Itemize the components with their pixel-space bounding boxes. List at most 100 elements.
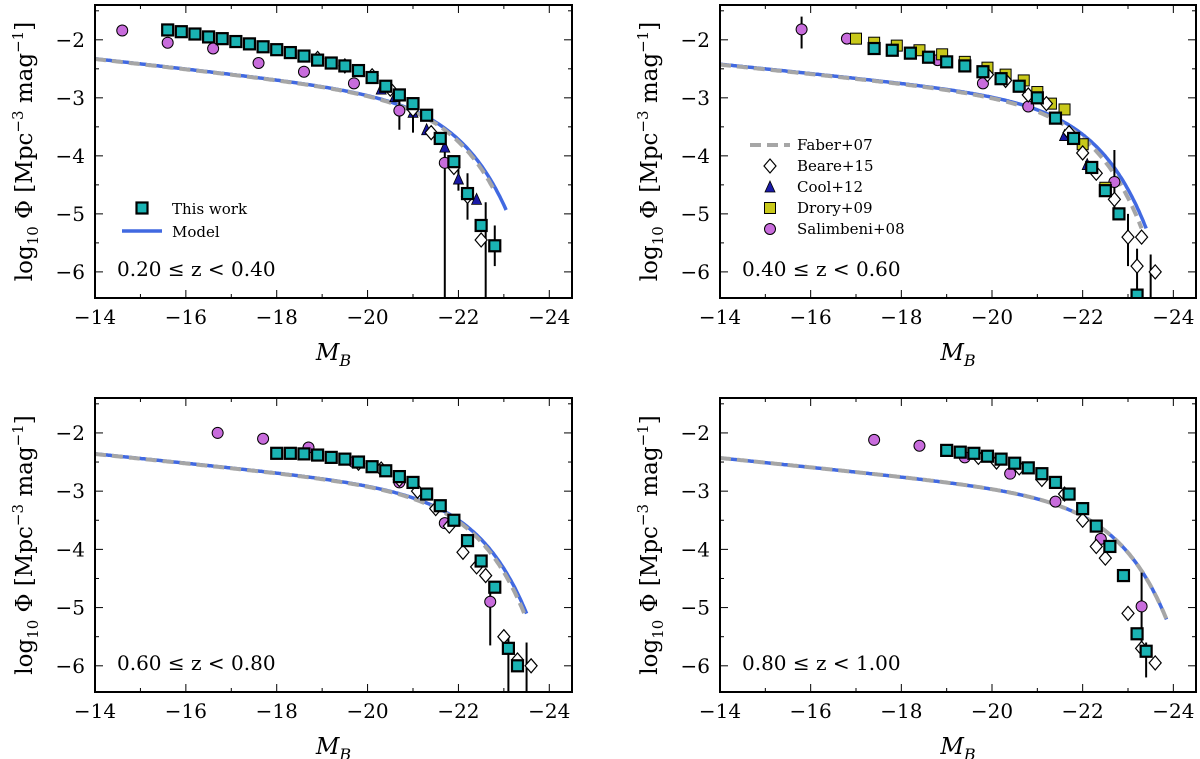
point-this_work bbox=[447, 155, 461, 169]
y-tick-label: −6 bbox=[681, 260, 710, 284]
x-axis-label: MB bbox=[939, 734, 976, 759]
x-tick-label: −20 bbox=[971, 699, 1013, 723]
point-salimbeni bbox=[868, 433, 881, 446]
point-cool bbox=[452, 172, 465, 185]
point-beare bbox=[474, 232, 488, 248]
y-tick-label: −3 bbox=[681, 86, 710, 110]
point-this_work bbox=[1035, 467, 1049, 481]
panel-1: −14 −16 −18 −20 −22 −24 −2 −3 −4 −5 −6 0.20 ≤ z < 0… bbox=[9, 4, 573, 370]
point-this_work bbox=[188, 27, 202, 41]
point-this_work bbox=[510, 659, 525, 673]
point-this_work bbox=[311, 448, 325, 462]
legend-marker-drory bbox=[764, 202, 776, 214]
legend-panel2: Faber+07 Beare+15 Cool+12 Drory+09 Salimbeni… bbox=[750, 136, 905, 238]
panel-4: −14 −16 −18 −20 −22 −24 −2 −3 −4 −5 −6 0.80 ≤ z < 1… bbox=[634, 397, 1197, 759]
point-this_work bbox=[474, 554, 488, 568]
x-axis-label: MB bbox=[315, 734, 352, 759]
point-this_work bbox=[365, 70, 379, 85]
point-salimbeni bbox=[297, 65, 310, 78]
y-axis-label: log10 Φ [Mpc−3 mag−1] bbox=[9, 415, 42, 674]
point-salimbeni bbox=[795, 23, 808, 36]
y-tick-label: −2 bbox=[681, 421, 710, 445]
point-this_work bbox=[365, 460, 379, 474]
point-this_work bbox=[1130, 288, 1144, 298]
point-salimbeni bbox=[116, 24, 129, 37]
legend-label-this-work: This work bbox=[172, 200, 248, 218]
panel-frame bbox=[719, 4, 1197, 299]
x-tick-label: −18 bbox=[880, 305, 922, 329]
point-this_work bbox=[501, 641, 515, 655]
point-salimbeni bbox=[1135, 600, 1148, 613]
plot-area bbox=[95, 426, 538, 692]
point-salimbeni bbox=[161, 36, 174, 49]
point-this_work bbox=[1076, 502, 1090, 516]
point-this_work bbox=[488, 239, 502, 253]
point-beare bbox=[524, 657, 538, 674]
point-this_work bbox=[338, 452, 352, 466]
point-this_work bbox=[1098, 184, 1112, 198]
legend-label-model: Model bbox=[172, 223, 220, 241]
point-this_work bbox=[1008, 456, 1022, 470]
point-this_work bbox=[174, 25, 188, 39]
x-tick-label: −20 bbox=[346, 305, 388, 329]
x-tick-label: −24 bbox=[1152, 699, 1194, 723]
panel-2: −14 −16 −18 −20 −22 −24 −2 −3 −4 −5 −6 0.40 ≤ z < 0… bbox=[634, 4, 1197, 370]
x-tick-label: −18 bbox=[256, 305, 298, 329]
x-tick-label: −20 bbox=[346, 699, 388, 723]
point-beare bbox=[1148, 263, 1162, 280]
point-this_work bbox=[1112, 207, 1126, 221]
x-tick-label: −18 bbox=[880, 699, 922, 723]
panel-frame bbox=[94, 4, 573, 299]
point-this_work bbox=[283, 45, 297, 60]
y-tick-label: −6 bbox=[56, 260, 85, 284]
x-tick-label: −16 bbox=[165, 305, 207, 329]
point-this_work bbox=[958, 59, 972, 73]
point-beare bbox=[478, 567, 493, 584]
x-tick-label: −14 bbox=[74, 699, 116, 723]
y-tick-label: −3 bbox=[56, 86, 85, 110]
point-this_work bbox=[392, 469, 406, 484]
point-this_work bbox=[1048, 475, 1063, 490]
point-this_work bbox=[1139, 644, 1153, 658]
point-this_work bbox=[867, 41, 881, 56]
redshift-label: 0.40 ≤ z < 0.60 bbox=[742, 257, 901, 281]
point-this_work bbox=[967, 446, 981, 460]
legend-marker-cool bbox=[764, 180, 776, 193]
x-tick-label: −16 bbox=[165, 699, 207, 723]
point-this_work bbox=[940, 443, 954, 457]
redshift-label: 0.80 ≤ z < 1.00 bbox=[742, 651, 901, 675]
point-this_work bbox=[980, 449, 995, 463]
point-this_work bbox=[953, 445, 967, 459]
point-this_work bbox=[379, 464, 393, 478]
y-tick-label: −2 bbox=[56, 421, 85, 445]
point-this_work bbox=[940, 55, 954, 69]
point-this_work bbox=[229, 34, 243, 49]
x-tick-label: −22 bbox=[437, 699, 479, 723]
y-axis-label: log10 Φ [Mpc−3 mag−1] bbox=[634, 415, 667, 674]
point-this_work bbox=[256, 40, 270, 54]
redshift-label: 0.20 ≤ z < 0.40 bbox=[117, 257, 276, 281]
point-beare bbox=[1130, 258, 1144, 275]
point-beare bbox=[1148, 654, 1162, 671]
plot-area bbox=[720, 16, 1162, 298]
point-this_work bbox=[324, 56, 338, 70]
point-beare bbox=[1089, 538, 1104, 555]
y-tick-label: −2 bbox=[56, 28, 85, 52]
point-this_work bbox=[488, 580, 502, 594]
legend-marker-beare bbox=[763, 158, 777, 174]
y-tick-label: −6 bbox=[56, 654, 85, 678]
legend-marker-this-work bbox=[135, 201, 149, 215]
point-this_work bbox=[921, 50, 936, 64]
point-salimbeni bbox=[1049, 495, 1062, 508]
y-tick-label: −5 bbox=[56, 202, 85, 226]
point-this_work bbox=[433, 131, 447, 146]
point-this_work bbox=[297, 49, 311, 63]
y-tick-label: −3 bbox=[681, 479, 710, 503]
point-salimbeni bbox=[393, 104, 406, 117]
legend-panel1: This work Model bbox=[122, 200, 248, 241]
point-this_work bbox=[215, 32, 229, 46]
point-this_work bbox=[460, 534, 475, 548]
point-this_work bbox=[994, 72, 1008, 86]
panel-frame bbox=[719, 397, 1197, 693]
point-beare bbox=[1098, 550, 1113, 567]
